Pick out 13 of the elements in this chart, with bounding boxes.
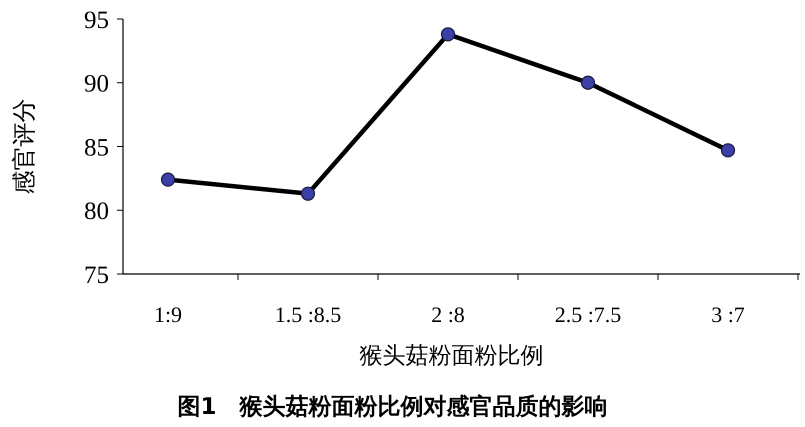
y-axis-title: 感官评分 — [11, 98, 38, 194]
x-tick-label: 1:9 — [154, 302, 182, 327]
y-tick-label: 80 — [84, 198, 109, 225]
x-axis-title: 猴头菇粉面粉比例 — [360, 343, 544, 368]
text: 图1 猴头菇粉面粉比例对感官品质的影响 — [177, 393, 608, 420]
x-tick-label: 3 :7 — [711, 302, 745, 327]
x-tick-label: 2.5 :7.5 — [554, 302, 622, 327]
y-tick-label: 75 — [84, 262, 109, 289]
y-tick-label: 95 — [84, 6, 109, 34]
x-tick-label: 1.5 :8.5 — [274, 302, 342, 327]
y-tick-label: 85 — [84, 134, 109, 162]
y-tick-label: 90 — [84, 70, 109, 98]
x-tick-label: 2 :8 — [431, 302, 465, 327]
